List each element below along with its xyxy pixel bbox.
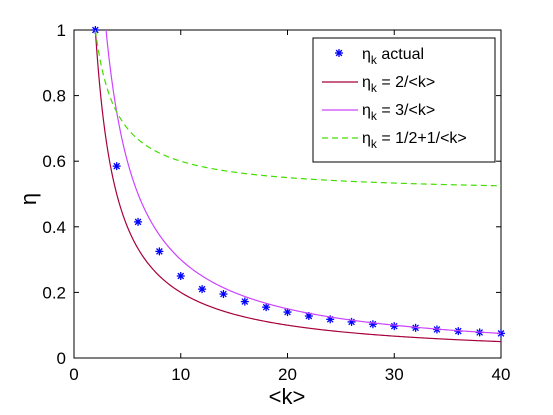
series-line-3 [94, 29, 502, 187]
series-line-1 [94, 29, 502, 343]
y-tick-label: 0.2 [42, 283, 66, 302]
data-point [390, 322, 399, 331]
data-point [219, 290, 228, 299]
x-tick-label: 10 [171, 365, 190, 384]
legend-marker [335, 49, 343, 57]
legend-box [312, 37, 496, 163]
axis-ticks: 0 10 20 30 40 0 0.2 0.4 0.6 0.8 1 [42, 21, 510, 384]
x-axis-label: <k> [269, 384, 306, 409]
data-point [262, 303, 271, 312]
data-point [112, 162, 121, 171]
data-point [155, 247, 164, 256]
data-point [134, 217, 143, 226]
y-tick-label: 0.8 [42, 87, 66, 106]
legend-label: ηk = 2/<k> [362, 74, 435, 95]
y-tick-label: 0.4 [42, 218, 66, 237]
y-tick-label: 0 [57, 349, 66, 368]
legend-label: ηk = 1/2+1/<k> [362, 130, 467, 151]
legend: ηk actual ηk = 2/<k> ηk = 3/<k> ηk = 1/2+1/… [312, 37, 496, 163]
y-tick-label: 0.6 [42, 152, 66, 171]
legend-label: ηk actual [362, 46, 424, 67]
data-point [176, 272, 185, 280]
x-tick-label: 20 [278, 365, 297, 384]
series-layer [91, 26, 505, 343]
series-line-2 [105, 29, 502, 334]
data-point [347, 317, 356, 326]
y-tick-label: 1 [57, 21, 66, 40]
data-point [198, 285, 207, 294]
x-tick-label: 40 [492, 365, 511, 384]
data-point [240, 297, 249, 306]
x-tick-label: 0 [69, 365, 78, 384]
y-axis-label: η [16, 193, 41, 205]
legend-label: ηk = 3/<k> [362, 102, 435, 123]
data-point [368, 320, 377, 329]
x-tick-label: 30 [385, 365, 404, 384]
